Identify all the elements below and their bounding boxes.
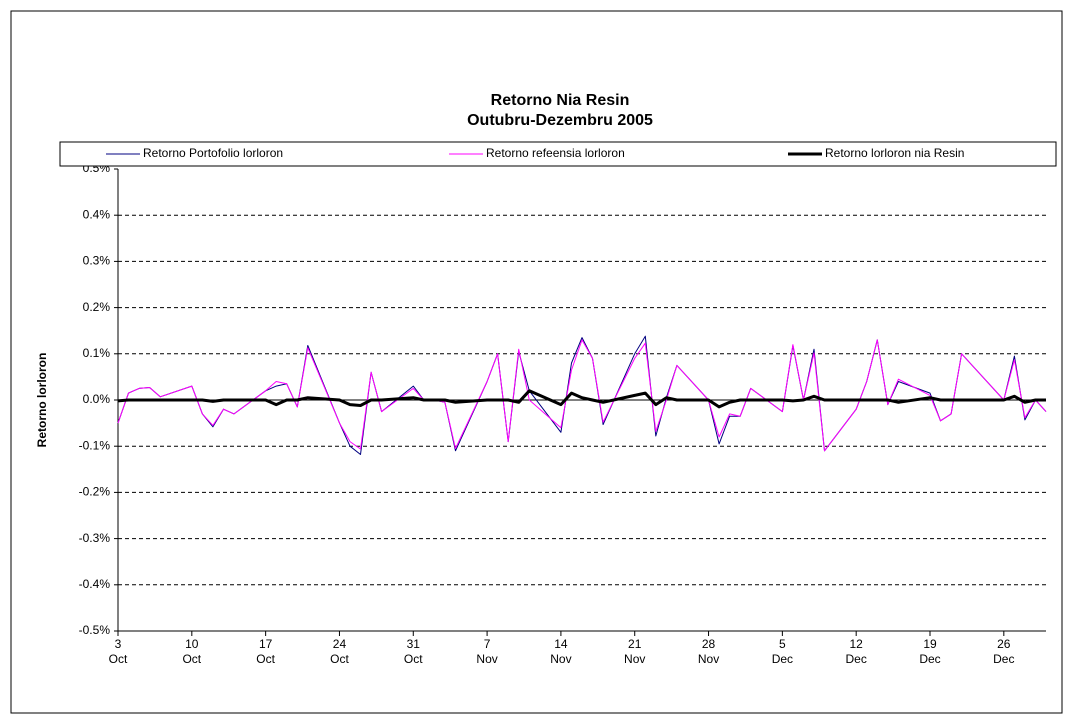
y-axis-label: Retorno lorloron <box>35 353 49 448</box>
x-tick-label: 28 Nov <box>697 637 720 666</box>
x-tick-label: 5 Dec <box>771 637 794 666</box>
y-tick-label: 0.3% <box>83 254 111 268</box>
y-tick-label: 0.4% <box>83 207 111 221</box>
legend-label: Retorno Portofolio lorloron <box>143 146 283 160</box>
chart-border <box>10 10 1063 714</box>
y-tick-label: 0.0% <box>83 392 111 406</box>
legend <box>59 141 1057 167</box>
y-tick-label: -0.2% <box>79 485 111 499</box>
x-tick-label: 19 Dec <box>919 637 941 666</box>
x-tick-label: 17 Oct <box>256 637 275 666</box>
chart-subtitle: Outubru-Dezembru 2005 <box>467 112 653 129</box>
x-tick-label: 14 Nov <box>550 637 572 666</box>
x-tick-label: 21 Nov <box>624 637 646 666</box>
y-tick-label: 0.1% <box>83 346 111 360</box>
x-tick-label: 10 Oct <box>182 637 202 666</box>
x-tick-label: 12 Dec <box>845 637 867 666</box>
series-line <box>117 339 1047 452</box>
chart-title: Retorno Nia Resin <box>491 92 630 109</box>
x-tick-label: 26 Dec <box>993 637 1015 666</box>
y-tick-label: -0.5% <box>79 623 111 637</box>
y-tick-label: -0.3% <box>79 531 111 545</box>
y-tick-label: 0.2% <box>83 300 111 314</box>
series-line <box>117 389 1046 409</box>
legend-label: Retorno refeensia lorloron <box>486 146 625 160</box>
x-tick-label: 24 Oct <box>330 637 349 666</box>
y-tick-label: -0.4% <box>79 577 111 591</box>
x-tick-label: 7 Nov <box>476 637 498 666</box>
x-tick-label: 31 Oct <box>403 637 423 666</box>
y-tick-label: -0.1% <box>79 438 111 452</box>
x-tick-label: 3 Oct <box>108 637 128 666</box>
legend-label: Retorno lorloron nia Resin <box>825 146 964 160</box>
